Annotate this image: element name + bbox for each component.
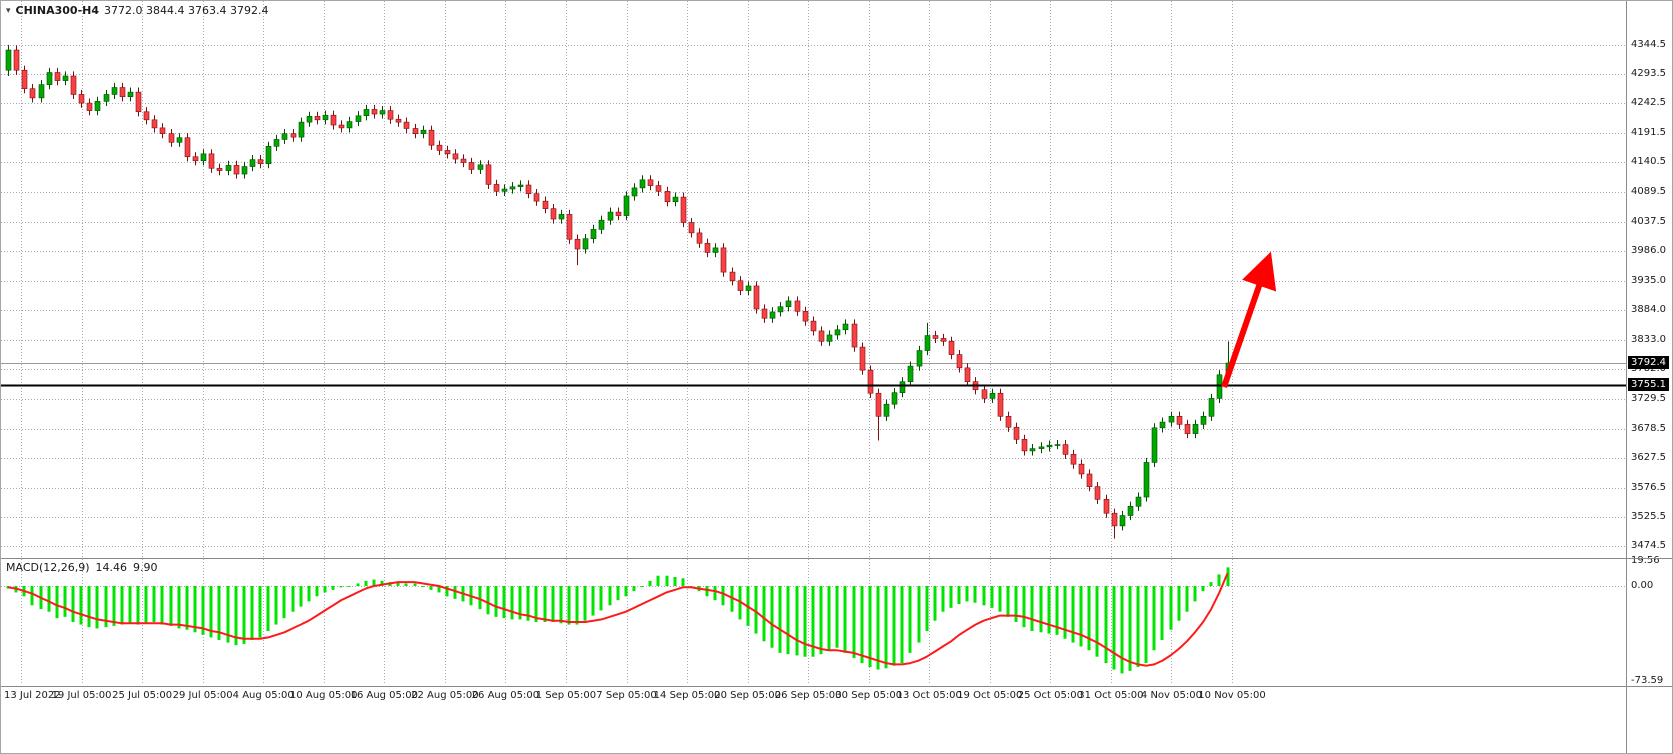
macd-axis-label: 0.00 — [1631, 580, 1654, 591]
time-axis-label: 19 Oct 05:00 — [957, 690, 1023, 701]
time-axis-label: 16 Aug 05:00 — [350, 690, 419, 701]
macd-main-value: 14.46 — [95, 561, 128, 574]
price-axis[interactable]: 4344.5 4293.5 4242.5 4191.5 4140.5 4089.5 4037… — [1627, 1, 1672, 753]
price-axis-label: 4089.5 — [1631, 185, 1666, 197]
price-axis-label: 3986.0 — [1631, 245, 1666, 257]
macd-signal-line — [7, 572, 1229, 667]
time-axis-label: 22 Aug 05:00 — [411, 690, 479, 701]
price-axis-label: 3474.5 — [1631, 540, 1666, 552]
macd-gridlines — [1, 559, 1626, 685]
trend-arrow-object[interactable] — [1221, 251, 1277, 388]
price-axis-label: 3833.0 — [1631, 333, 1666, 345]
price-axis-label: 3678.5 — [1631, 422, 1666, 434]
time-axis-label: 4 Aug 05:00 — [232, 690, 294, 701]
pane-separator-top[interactable] — [1, 558, 1672, 559]
price-axis-label: 4191.5 — [1631, 126, 1666, 138]
time-axis-label: 1 Sep 05:00 — [535, 690, 597, 701]
chart-dropdown-icon[interactable]: ▾ — [6, 5, 11, 16]
time-axis-label: 19 Jul 05:00 — [51, 690, 112, 701]
macd-signal-value: 9.90 — [133, 561, 158, 574]
price-axis-label: 4344.5 — [1631, 38, 1666, 50]
time-axis-label: 25 Oct 05:00 — [1017, 690, 1083, 701]
time-axis[interactable]: 13 Jul 2022 19 Jul 05:00 25 Jul 05:00 29 Ju… — [1, 687, 1626, 705]
time-axis-label: 7 Sep 05:00 — [596, 690, 657, 701]
time-axis-label: 10 Aug 05:00 — [290, 690, 358, 701]
price-pane[interactable] — [1, 1, 1626, 558]
price-axis-label: 4037.5 — [1631, 215, 1666, 227]
price-axis-label: 4140.5 — [1631, 156, 1666, 168]
symbol-name-label: CHINA300-H4 — [15, 4, 100, 17]
time-axis-label: 26 Sep 05:00 — [774, 690, 842, 701]
price-axis-label: 3576.5 — [1631, 481, 1666, 493]
price-axis-label: 3525.5 — [1631, 510, 1666, 522]
time-axis-label: 26 Aug 05:00 — [471, 690, 540, 701]
price-axis-label: 3884.0 — [1631, 304, 1666, 316]
candlestick-series — [5, 44, 1232, 539]
price-gridlines — [1, 1, 1626, 558]
macd-histogram — [6, 567, 1230, 674]
macd-axis-label: 19.56 — [1631, 554, 1660, 566]
price-axis-label: 4242.5 — [1631, 97, 1666, 109]
time-axis-label: 4 Nov 05:00 — [1140, 690, 1202, 701]
time-axis-label: 10 Nov 05:00 — [1198, 690, 1266, 701]
hline-price-badge: 3755.1 — [1628, 377, 1669, 391]
time-axis-label: 13 Jul 2022 — [4, 690, 61, 701]
price-axis-border — [1626, 1, 1627, 753]
current-price-badge: 3792.4 — [1628, 356, 1669, 369]
time-axis-label: 31 Oct 05:00 — [1078, 690, 1144, 701]
symbol-bar: ▾ CHINA300-H4 3772.0 3844.4 3763.4 3792.… — [6, 4, 268, 17]
time-axis-label: 29 Jul 05:00 — [172, 690, 233, 701]
time-axis-label: 13 Oct 05:00 — [896, 690, 962, 701]
time-axis-label: 20 Sep 05:00 — [714, 690, 781, 701]
price-axis-label: 3729.5 — [1631, 393, 1666, 405]
time-axis-label: 25 Jul 05:00 — [112, 690, 173, 701]
time-axis-label: 14 Sep 05:00 — [653, 690, 721, 701]
price-axis-label: 4293.5 — [1631, 67, 1666, 79]
time-axis-label: 30 Sep 05:00 — [835, 690, 903, 701]
macd-axis-label: -73.59 — [1631, 674, 1664, 686]
pane-separator-bottom[interactable] — [1, 686, 1672, 687]
macd-name-label: MACD(12,26,9) — [6, 561, 90, 574]
macd-pane[interactable] — [1, 559, 1626, 685]
price-axis-label: 3935.0 — [1631, 274, 1666, 286]
macd-indicator-label: MACD(12,26,9) 14.46 9.90 — [6, 561, 158, 574]
price-axis-label: 3627.5 — [1631, 452, 1666, 464]
symbol-ohlc-label: 3772.0 3844.4 3763.4 3792.4 — [104, 4, 269, 17]
